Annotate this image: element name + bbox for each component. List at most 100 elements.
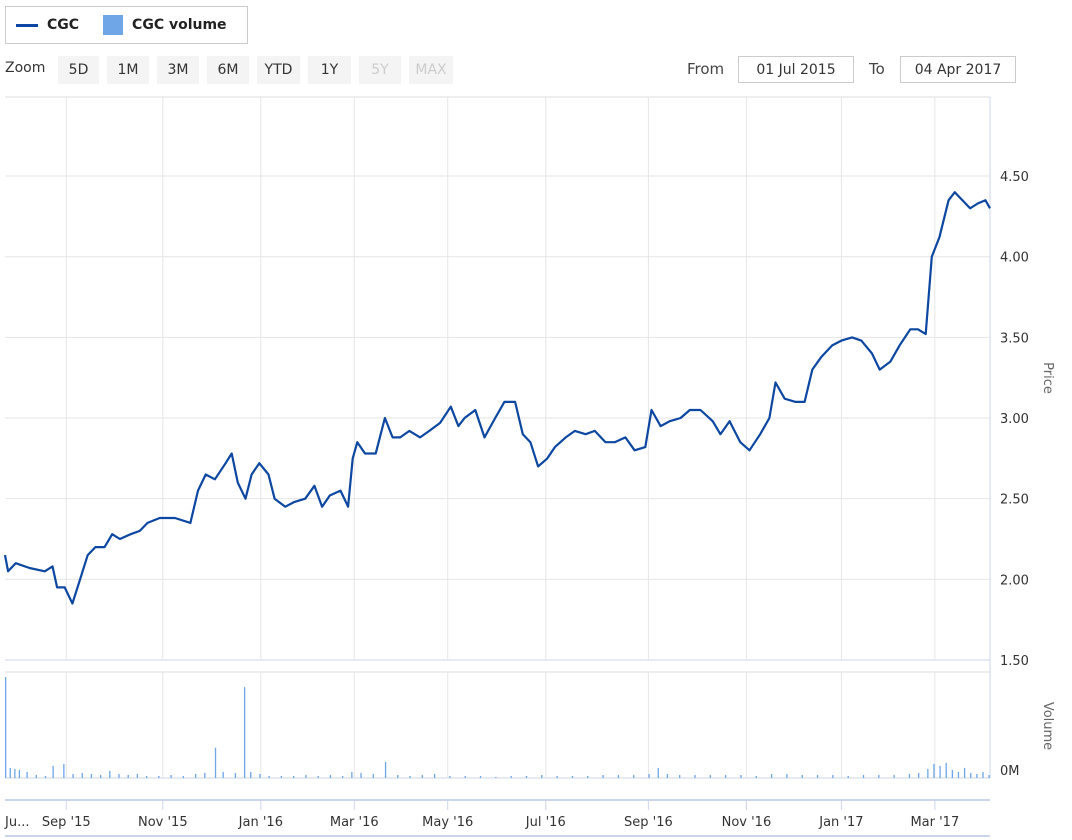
volume-bar — [927, 768, 929, 778]
volume-bar — [222, 771, 224, 778]
volume-bar — [724, 774, 727, 778]
legend-item-cgc-volume[interactable]: CGC volume — [103, 15, 227, 35]
volume-bar — [118, 773, 120, 778]
price-tick-label: 3.00 — [1000, 412, 1029, 427]
volume-bar — [72, 773, 74, 778]
volume-bar — [384, 761, 387, 778]
legend: CGC CGC volume — [5, 6, 248, 44]
volume-bar — [342, 775, 344, 778]
volume-bar — [329, 774, 332, 778]
volume-bar — [862, 774, 865, 778]
volume-bar — [679, 774, 681, 778]
zoom-ytd-button[interactable]: YTD — [257, 56, 300, 84]
price-tick-label: 4.50 — [1000, 170, 1029, 185]
x-tick-label: Mar '17 — [910, 815, 959, 830]
volume-bar — [292, 775, 295, 778]
zoom-max-button[interactable]: MAX — [409, 56, 453, 84]
volume-bar — [81, 772, 83, 778]
volume-bar — [360, 772, 362, 778]
x-tick-label: Jul '16 — [525, 815, 566, 830]
volume-bar — [421, 774, 423, 778]
volume-bar — [495, 776, 497, 778]
x-tick-label: Sep '15 — [42, 815, 91, 830]
volume-bar — [18, 769, 21, 778]
volume-bar — [52, 765, 54, 778]
volume-bar — [617, 774, 620, 778]
legend-item-cgc[interactable]: CGC — [16, 17, 79, 33]
zoom-1y-button[interactable]: 1Y — [308, 56, 351, 84]
volume-bar — [801, 774, 803, 778]
zoom-5y-button[interactable]: 5Y — [359, 56, 401, 84]
volume-tick-label: 0M — [1000, 764, 1020, 779]
x-tick-label: Sep '16 — [624, 815, 673, 830]
volume-bar — [250, 771, 252, 778]
to-date-input[interactable]: 04 Apr 2017 — [900, 56, 1016, 83]
volume-bar — [816, 774, 819, 778]
volume-bar — [602, 774, 604, 778]
volume-bar — [982, 771, 984, 778]
volume-bar — [14, 768, 16, 778]
volume-bar — [234, 772, 237, 778]
x-tick-label: May '16 — [422, 815, 473, 830]
x-tick-label: Nov '16 — [722, 815, 772, 830]
zoom-label: Zoom — [5, 60, 46, 76]
column-series-icon — [103, 15, 124, 35]
from-label: From — [687, 60, 725, 78]
volume-bar — [136, 773, 139, 778]
volume-bar — [945, 762, 947, 778]
volume-bar — [525, 775, 528, 778]
volume-bar — [755, 775, 757, 778]
volume-bar — [194, 773, 197, 778]
volume-bar — [510, 775, 512, 778]
volume-bar — [770, 773, 773, 778]
line-series-icon — [16, 23, 38, 27]
volume-bar — [5, 677, 7, 778]
volume-bar — [694, 774, 696, 778]
volume-bar — [893, 774, 895, 778]
volume-bar — [939, 765, 941, 778]
volume-bar — [35, 774, 37, 778]
volume-bar — [587, 775, 589, 778]
volume-bar — [99, 774, 102, 778]
to-label: To — [869, 60, 885, 78]
price-tick-label: 2.50 — [1000, 493, 1029, 508]
volume-bar — [204, 772, 206, 778]
volume-bar — [556, 775, 558, 778]
volume-bar — [908, 773, 911, 778]
x-tick-label: Nov '15 — [138, 815, 188, 830]
volume-bar — [976, 773, 978, 778]
volume-bar — [433, 773, 436, 778]
volume-bar — [372, 773, 374, 778]
zoom-5d-button[interactable]: 5D — [58, 56, 99, 84]
volume-bar — [657, 767, 659, 778]
volume-bar — [571, 775, 574, 778]
volume-bar — [182, 775, 184, 778]
volume-bar — [963, 767, 966, 778]
x-tick-label: Mar '16 — [330, 815, 379, 830]
volume-bar — [409, 775, 411, 778]
volume-bar — [740, 774, 742, 778]
volume-bar — [127, 774, 129, 778]
volume-bar — [832, 774, 834, 778]
volume-bar — [170, 774, 172, 778]
volume-bar — [280, 775, 283, 778]
zoom-3m-button[interactable]: 3M — [157, 56, 199, 84]
zoom-6m-button[interactable]: 6M — [207, 56, 249, 84]
volume-bar — [63, 763, 65, 778]
volume-bar — [268, 775, 270, 778]
volume-bar — [541, 774, 543, 778]
zoom-1m-button[interactable]: 1M — [107, 56, 149, 84]
volume-bar — [449, 775, 451, 778]
volume-bar — [951, 769, 954, 778]
volume-bar — [243, 687, 246, 778]
volume-bar — [397, 774, 399, 778]
volume-bar — [633, 774, 635, 778]
from-date-input[interactable]: 01 Jul 2015 — [738, 56, 854, 83]
price-tick-label: 2.00 — [1000, 573, 1029, 588]
volume-bar — [970, 772, 972, 778]
legend-label: CGC — [47, 17, 80, 33]
volume-bar — [158, 775, 160, 778]
volume-bar — [305, 774, 307, 778]
